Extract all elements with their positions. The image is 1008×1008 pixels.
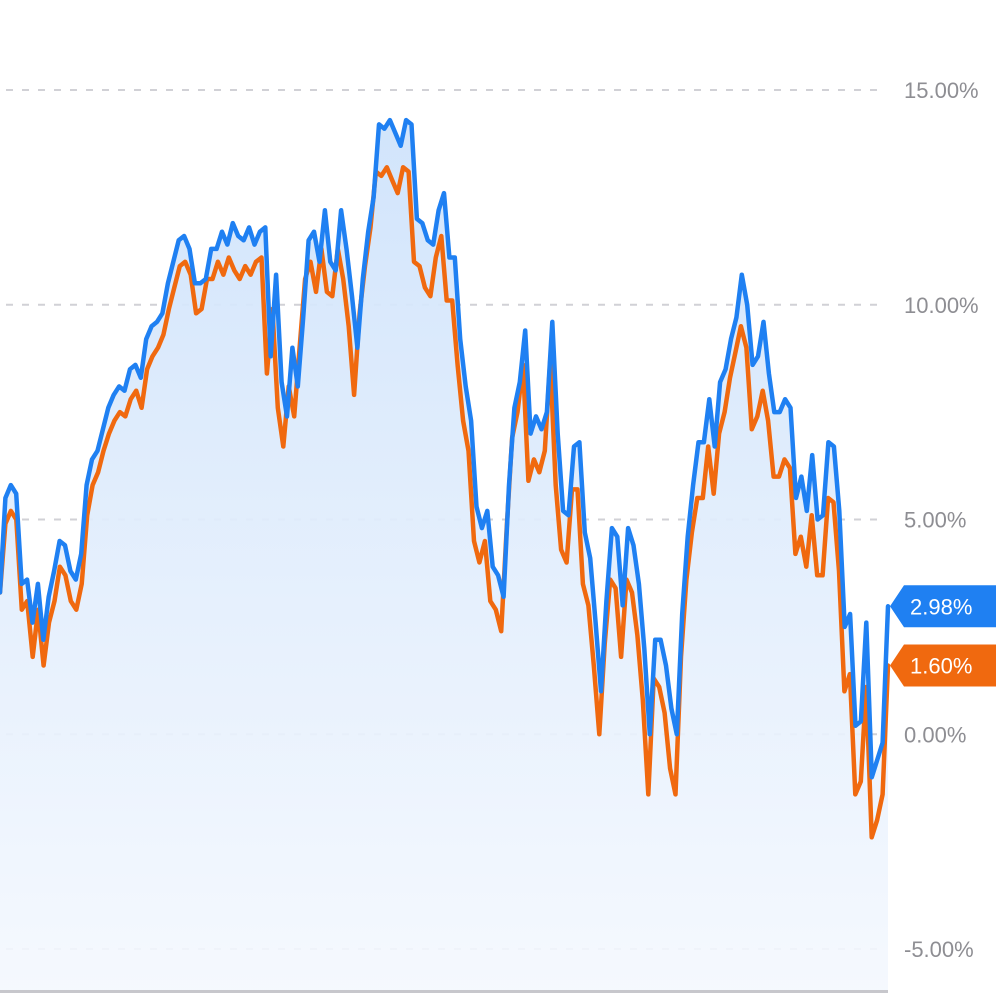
series-line-1	[0, 165, 891, 840]
area-fill	[0, 120, 888, 991]
y-tick-label: 5.00%	[904, 508, 966, 533]
y-tick-label: 0.00%	[904, 722, 966, 747]
tag-label: 1.60%	[910, 654, 972, 679]
series-area	[0, 120, 888, 991]
y-tick-label: -5.00%	[904, 937, 974, 962]
last-value-tags: 2.98% 1.60%	[890, 585, 996, 687]
y-axis-tick-labels: 15.00% 10.00% 5.00% 0.00% -5.00%	[904, 78, 979, 962]
series-lines	[0, 117, 891, 840]
series-line-0	[0, 117, 891, 780]
tag-background	[890, 644, 996, 687]
last-value-tag-1: 1.60%	[890, 644, 996, 687]
y-tick-label: 15.00%	[904, 78, 979, 103]
x-axis-baseline	[0, 990, 888, 993]
tag-label: 2.98%	[910, 594, 972, 619]
tag-background	[890, 585, 996, 628]
y-tick-label: 10.00%	[904, 293, 979, 318]
last-value-tag-0: 2.98%	[890, 585, 996, 628]
